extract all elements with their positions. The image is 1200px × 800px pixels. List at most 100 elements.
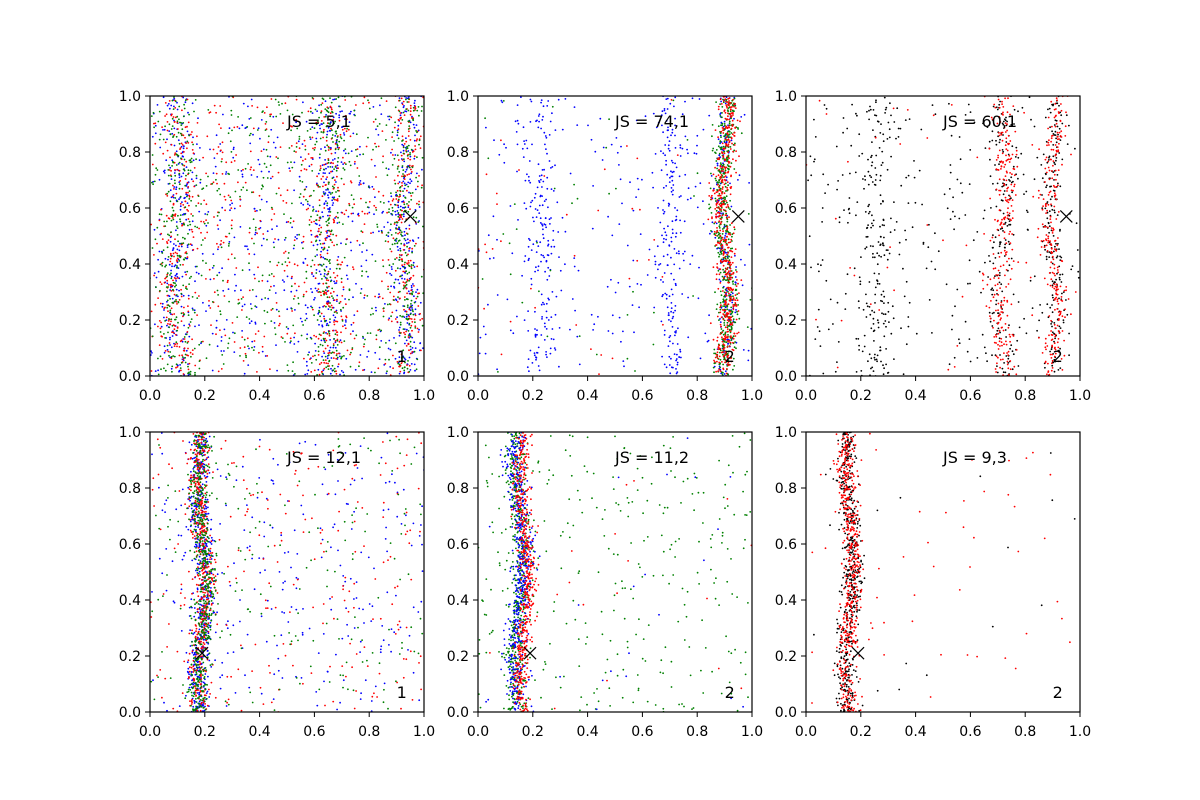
data-point <box>551 105 554 108</box>
data-point <box>185 166 188 169</box>
data-point <box>325 324 328 327</box>
data-point <box>320 123 323 125</box>
data-point <box>163 220 166 223</box>
data-point <box>405 146 407 149</box>
data-point <box>729 264 732 267</box>
data-point <box>537 245 540 248</box>
data-point <box>679 350 682 353</box>
data-point <box>354 114 356 117</box>
data-point <box>728 130 731 133</box>
data-point <box>329 339 331 341</box>
data-point <box>409 369 412 371</box>
data-point <box>538 120 540 123</box>
data-point <box>716 336 719 339</box>
data-point <box>415 242 417 245</box>
data-point <box>156 169 159 171</box>
data-point <box>670 236 673 239</box>
data-point <box>668 203 671 206</box>
data-point <box>718 212 721 214</box>
data-point <box>534 328 536 330</box>
data-point <box>320 178 323 180</box>
data-point <box>414 188 417 191</box>
data-point <box>335 329 337 332</box>
data-point <box>517 219 519 221</box>
data-point <box>712 366 715 369</box>
data-point <box>722 363 724 366</box>
data-point <box>398 282 401 285</box>
data-point <box>253 242 255 245</box>
data-point <box>311 306 314 309</box>
data-point <box>303 139 306 142</box>
data-point <box>542 228 544 231</box>
data-point <box>728 255 730 258</box>
data-point <box>721 152 724 155</box>
data-point <box>374 371 376 374</box>
data-point <box>267 297 270 300</box>
data-point <box>679 144 682 147</box>
data-point <box>247 248 249 251</box>
data-point <box>719 268 722 271</box>
corner-label: 2 <box>725 347 735 366</box>
data-point <box>168 164 170 167</box>
data-point <box>166 279 169 282</box>
data-point <box>183 347 186 349</box>
data-point <box>279 322 281 325</box>
data-point <box>363 294 366 297</box>
data-point <box>727 233 730 235</box>
data-point <box>306 200 309 203</box>
data-point <box>715 175 718 178</box>
data-point <box>297 302 300 305</box>
data-point <box>350 194 353 197</box>
data-point <box>250 98 253 101</box>
data-point <box>403 160 406 163</box>
data-point <box>344 148 347 151</box>
data-point <box>316 182 318 185</box>
data-point <box>711 149 714 152</box>
data-point <box>719 308 722 311</box>
data-point <box>402 281 405 283</box>
data-point <box>728 299 731 302</box>
data-point <box>725 126 727 129</box>
data-point <box>283 252 285 254</box>
data-point <box>313 220 315 223</box>
data-point <box>670 302 673 304</box>
data-point <box>325 302 328 305</box>
data-point <box>306 333 309 336</box>
data-point <box>727 145 730 148</box>
data-point <box>731 106 733 108</box>
data-point <box>663 108 666 110</box>
data-point <box>377 145 380 148</box>
data-point <box>195 158 198 161</box>
data-point <box>719 251 722 254</box>
data-point <box>590 313 593 316</box>
data-point <box>404 358 407 361</box>
data-point <box>217 146 220 148</box>
data-point <box>716 351 719 354</box>
data-point <box>674 162 676 165</box>
data-point <box>175 135 178 138</box>
data-point <box>337 96 340 99</box>
data-point <box>260 150 263 153</box>
data-point <box>336 175 338 178</box>
data-point <box>154 124 157 127</box>
data-point <box>204 213 207 215</box>
data-point <box>347 152 350 155</box>
data-point <box>414 321 416 324</box>
data-point <box>405 313 408 316</box>
data-point <box>215 134 218 137</box>
data-point <box>616 151 619 154</box>
data-point <box>421 156 424 159</box>
data-point <box>195 184 198 187</box>
data-point <box>722 156 725 159</box>
data-point <box>173 188 175 190</box>
data-point <box>725 143 728 146</box>
data-point <box>390 250 393 253</box>
data-point <box>330 239 332 242</box>
data-point <box>728 261 731 264</box>
data-point <box>724 172 727 174</box>
data-point <box>356 148 359 151</box>
data-point <box>151 163 154 166</box>
data-point <box>235 267 238 269</box>
data-point <box>397 128 400 131</box>
data-point <box>194 364 197 367</box>
